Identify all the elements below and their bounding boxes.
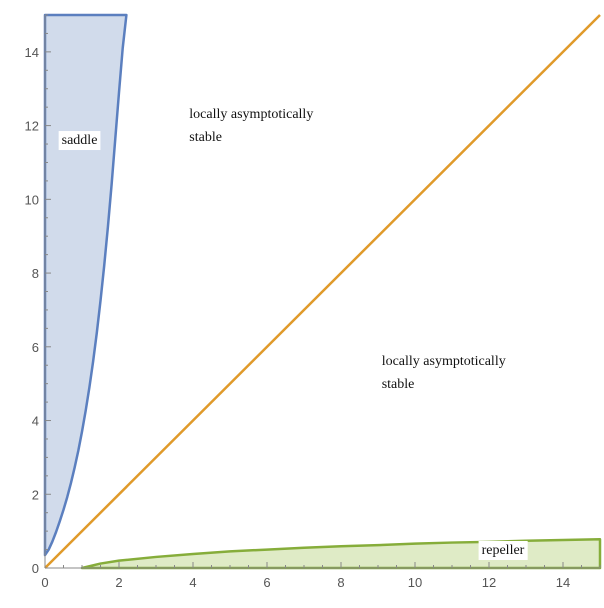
- x-tick-label: 12: [482, 575, 496, 590]
- y-tick-label: 4: [32, 414, 39, 429]
- plot-area: [43, 13, 602, 570]
- y-tick-label: 10: [25, 192, 39, 207]
- saddle-region: [43, 13, 128, 557]
- repeller-region: [80, 537, 602, 570]
- x-tick-label: 14: [556, 575, 570, 590]
- x-tick-label: 6: [263, 575, 270, 590]
- x-tick-label: 8: [337, 575, 344, 590]
- y-tick-label: 2: [32, 487, 39, 502]
- x-tick-label: 10: [408, 575, 422, 590]
- annotation-text: locally asymptotically: [189, 107, 313, 122]
- annotation-text: saddle: [62, 133, 98, 148]
- x-tick-label: 0: [41, 575, 48, 590]
- annotation-text: locally asymptotically: [382, 354, 506, 369]
- y-tick-label: 0: [32, 561, 39, 576]
- annotation: saddle: [58, 131, 101, 151]
- annotation-box: [58, 131, 101, 151]
- x-tick-label: 4: [189, 575, 196, 590]
- axes: 0 2 4 6 8 10 12 14 0 2 4 6 8 10 12 14: [25, 14, 601, 590]
- annotation-box: [478, 540, 528, 560]
- annotation-text: repeller: [482, 543, 525, 558]
- y-tick-label: 8: [32, 266, 39, 281]
- annotation-text: stable: [382, 377, 415, 392]
- y-tick-label: 6: [32, 340, 39, 355]
- x-tick-label: 2: [115, 575, 122, 590]
- annotation-text: stable: [189, 130, 222, 145]
- annotation: locally asymptotically stable: [189, 107, 313, 145]
- annotation: locally asymptotically stable: [382, 354, 506, 392]
- y-tick-label: 12: [25, 119, 39, 134]
- annotation: repeller: [478, 540, 528, 560]
- diagonal-line: [44, 14, 601, 569]
- y-tick-label: 14: [25, 45, 39, 60]
